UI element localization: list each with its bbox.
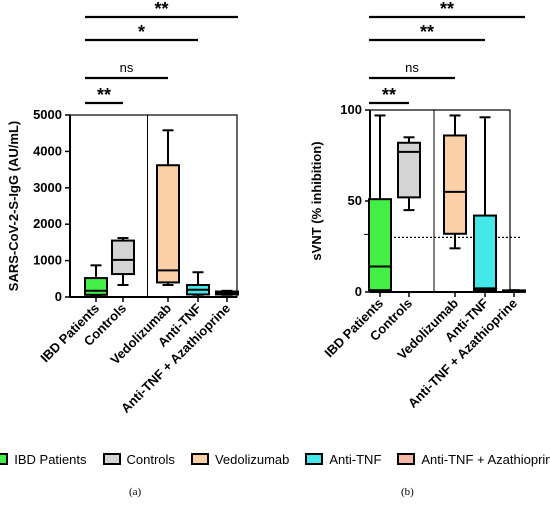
significance-label: ** [97, 85, 111, 105]
significance-label: * [138, 22, 145, 42]
box-iqr [156, 164, 180, 284]
legend-swatch [397, 453, 416, 465]
chart-panel-a: 0 1000 2000 3000 4000 5000 SARS-CoV-2-S-IgG (A… [6, 0, 239, 416]
box-anti-tnf [186, 271, 210, 298]
y-tick-label: 5000 [33, 107, 62, 122]
legend-label: Anti-TNF [329, 451, 382, 467]
box-anti-tnf [473, 116, 497, 293]
legend-swatch [102, 453, 121, 465]
y-tick-label: 4000 [33, 143, 62, 158]
box-anti-tnf-azathioprine [215, 289, 239, 296]
legend-swatch [190, 453, 209, 465]
box-controls [397, 136, 421, 212]
significance-label: ** [382, 85, 396, 105]
significance-label: ns [120, 60, 134, 75]
legend-item: Anti-TNF + Azathioprine [397, 447, 550, 471]
legend-item: Vedolizumab [190, 447, 290, 471]
y-tick-label: 100 [340, 102, 362, 117]
y-tick-label: 2000 [33, 216, 62, 231]
box-iqr [443, 134, 467, 235]
box-iqr [84, 277, 108, 296]
legend-swatch [305, 453, 324, 465]
box-ibd-patients [84, 264, 108, 298]
box-iqr [473, 214, 497, 292]
significance-label: ** [420, 22, 434, 42]
y-axis-label: SARS-CoV-2-S-IgG (AU/mL) [6, 121, 21, 291]
significance-label: ** [154, 0, 168, 19]
legend-label: Anti-TNF + Azathioprine [421, 451, 550, 467]
box-controls [111, 237, 135, 286]
y-tick-label: 50 [348, 193, 362, 208]
legend-label: IBD Patients [14, 451, 87, 467]
box-iqr [368, 198, 392, 292]
y-axis-label: sVNT (% inhibition) [309, 141, 324, 260]
panel-label-a: (a) [129, 486, 142, 498]
panel-label-b: (b) [401, 486, 414, 498]
box-ibd-patients [368, 114, 392, 293]
box-iqr [111, 239, 135, 276]
y-tick-label: 3000 [33, 180, 62, 195]
box-vedolizumab [443, 114, 467, 250]
y-tick-label: 0 [55, 289, 62, 304]
legend-item: IBD Patients [0, 447, 87, 471]
legend-label: Vedolizumab [214, 451, 290, 467]
box-anti-tnf-azathioprine [502, 289, 526, 293]
legend-item: Anti-TNF [305, 447, 381, 471]
y-tick-label: 0 [355, 284, 362, 299]
box-iqr [397, 141, 421, 199]
legend-item: Controls [102, 447, 175, 471]
y-tick-label: 1000 [33, 253, 62, 268]
significance-label: ** [440, 0, 454, 19]
significance-label: ns [405, 60, 419, 75]
legend-label: Controls [126, 451, 175, 467]
box-vedolizumab [156, 129, 180, 286]
chart-legend: IBD Patients Controls Vedolizumab Anti-TNF A… [0, 447, 550, 471]
legend-swatch [0, 453, 9, 465]
